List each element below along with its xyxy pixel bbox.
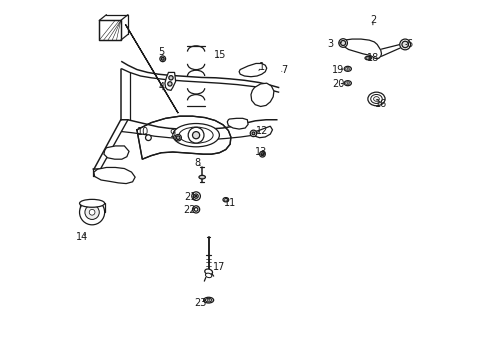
Circle shape [346,82,348,84]
Text: 9: 9 [169,129,176,139]
Text: 15: 15 [213,50,226,60]
Text: 19: 19 [332,64,344,75]
Text: 8: 8 [194,158,200,168]
Polygon shape [239,63,266,77]
Ellipse shape [199,175,205,179]
Text: 14: 14 [76,232,88,242]
Ellipse shape [172,123,219,147]
Text: 20: 20 [331,79,344,89]
Circle shape [401,41,407,48]
Polygon shape [94,167,135,184]
Ellipse shape [344,66,351,71]
Ellipse shape [205,273,211,278]
Circle shape [85,205,99,220]
Circle shape [192,132,199,139]
Ellipse shape [367,92,384,106]
Circle shape [261,153,264,156]
Text: 22: 22 [183,206,196,216]
Circle shape [168,76,173,80]
Text: 11: 11 [224,198,236,208]
Polygon shape [254,126,272,138]
Circle shape [259,151,265,157]
Circle shape [80,200,104,225]
Text: 5: 5 [158,46,164,57]
Text: 2: 2 [369,15,375,26]
Circle shape [188,127,203,143]
Polygon shape [250,83,273,107]
Circle shape [145,135,151,140]
Circle shape [161,57,164,60]
Ellipse shape [373,96,379,101]
Circle shape [340,41,345,45]
Ellipse shape [344,81,351,86]
Circle shape [191,192,200,201]
Ellipse shape [80,199,104,207]
Polygon shape [125,24,178,113]
Circle shape [160,56,165,62]
Ellipse shape [223,198,228,202]
Circle shape [250,130,256,136]
Polygon shape [227,118,247,129]
Circle shape [167,82,172,86]
Ellipse shape [204,269,212,275]
Circle shape [195,195,196,197]
Ellipse shape [179,127,213,143]
Ellipse shape [203,297,213,303]
Circle shape [192,206,199,213]
Polygon shape [340,39,381,59]
Text: 1: 1 [258,62,264,72]
Circle shape [399,39,410,50]
Ellipse shape [364,56,371,60]
Text: 7: 7 [280,64,286,75]
Text: 18: 18 [366,53,378,63]
Text: 6: 6 [405,40,412,49]
Text: 4: 4 [158,82,164,93]
Text: 13: 13 [254,147,266,157]
Text: 21: 21 [183,192,196,202]
Polygon shape [137,116,230,159]
Polygon shape [164,72,175,90]
Text: 10: 10 [137,127,149,136]
Text: 16: 16 [375,99,387,109]
Text: 12: 12 [255,126,267,135]
Text: 3: 3 [327,40,341,49]
Circle shape [338,39,346,47]
Polygon shape [99,21,121,40]
Circle shape [251,132,254,135]
Circle shape [175,134,181,141]
Text: 23: 23 [194,298,206,308]
Text: 17: 17 [209,262,224,272]
Circle shape [176,136,180,139]
Polygon shape [104,146,129,159]
Circle shape [89,210,95,215]
Circle shape [346,68,348,70]
